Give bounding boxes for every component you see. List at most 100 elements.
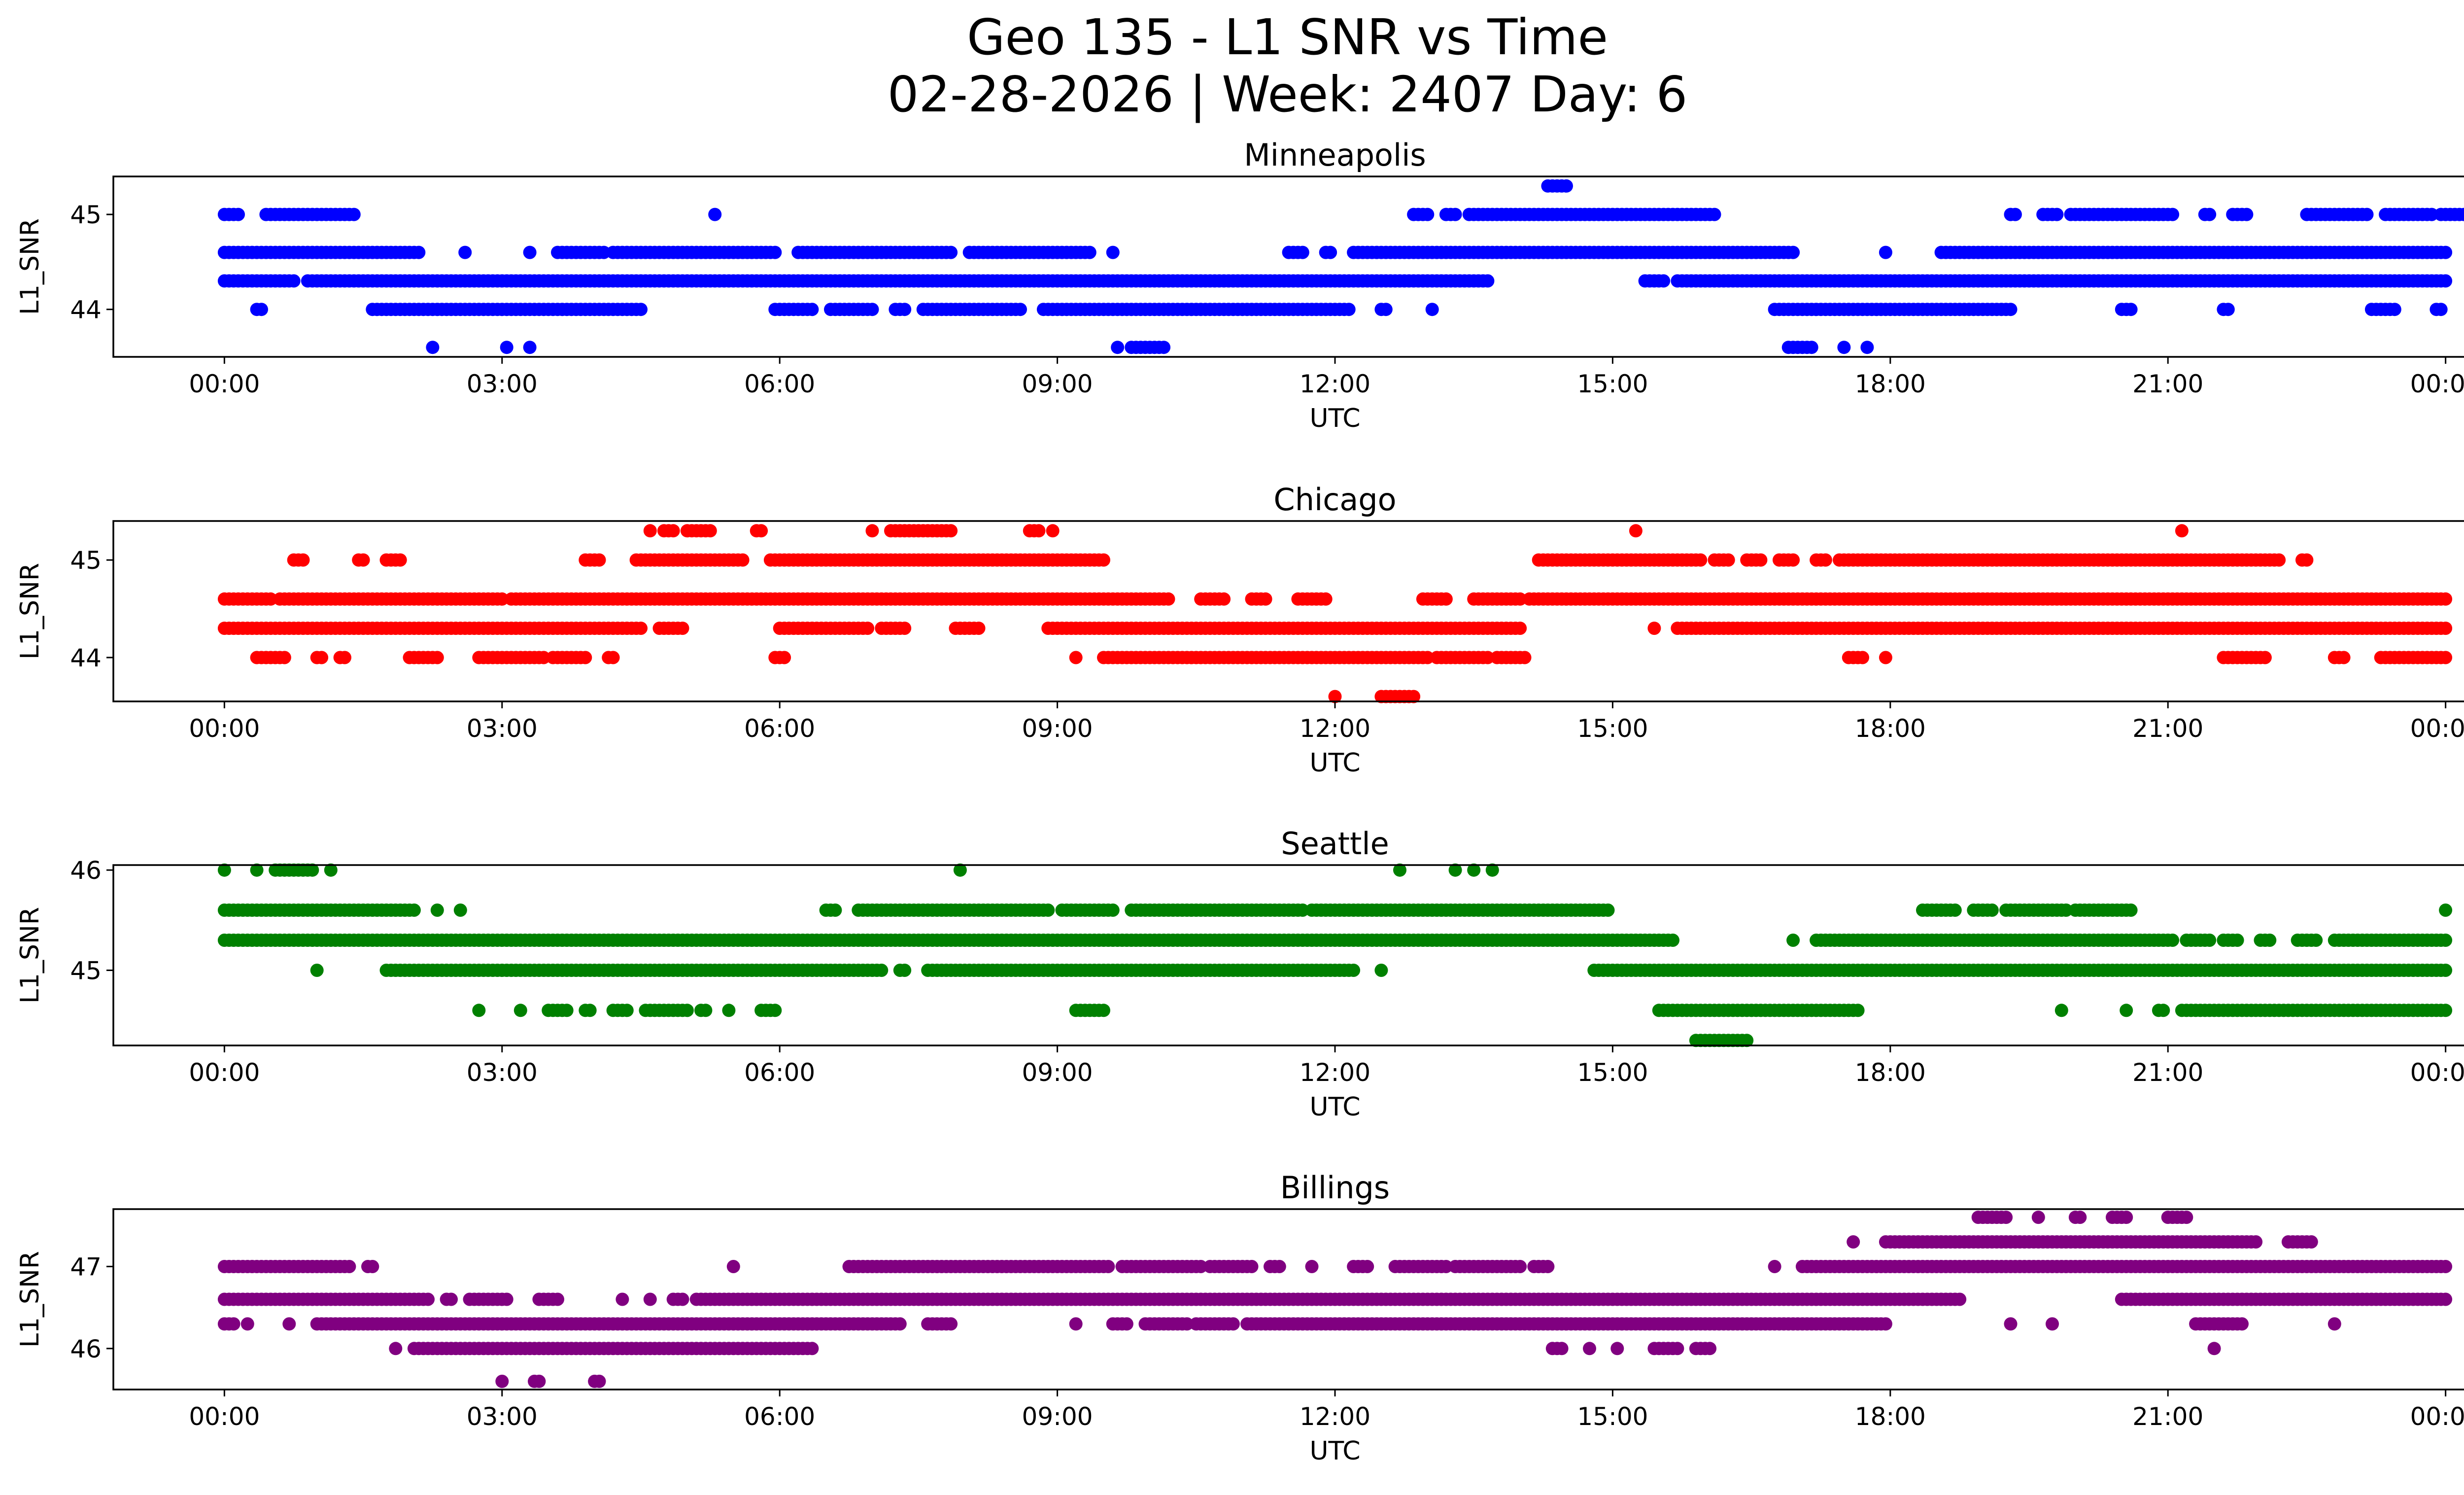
data-point <box>2240 208 2254 221</box>
data-point <box>2462 209 2464 219</box>
data-point <box>726 1260 740 1273</box>
data-point <box>495 592 509 606</box>
data-point <box>1518 651 1532 664</box>
data-point <box>1361 1260 1374 1273</box>
data-point <box>227 1317 240 1331</box>
data-point <box>1513 1260 1527 1273</box>
subplot-title: Seattle <box>1281 826 1389 862</box>
data-point <box>2073 1211 2087 1224</box>
data-point <box>1106 245 1120 259</box>
data-point <box>1786 245 1800 259</box>
data-point <box>736 553 750 567</box>
data-point <box>768 1004 782 1017</box>
data-point <box>1162 592 1175 606</box>
x-tick-label: 06:00 <box>744 714 815 743</box>
x-tick-label: 15:00 <box>1577 714 1648 743</box>
data-point <box>393 553 407 567</box>
data-point <box>2439 964 2453 977</box>
data-point <box>1296 904 1309 917</box>
data-point <box>1786 934 1800 947</box>
data-point <box>1041 904 1055 917</box>
data-point <box>1805 341 1818 354</box>
data-point <box>1046 524 1060 538</box>
data-point <box>232 208 245 221</box>
data-point <box>2439 622 2453 635</box>
data-point <box>523 341 537 354</box>
data-point <box>1860 341 1874 354</box>
y-tick-label: 44 <box>70 644 102 672</box>
data-point <box>1120 1317 1133 1331</box>
data-point <box>1347 964 1361 977</box>
data-point <box>666 524 680 538</box>
data-point <box>944 1317 958 1331</box>
data-point <box>2059 904 2073 917</box>
y-axis-label: L1_SNR <box>15 218 45 315</box>
data-point <box>1180 1317 1194 1331</box>
data-point <box>1421 208 1435 221</box>
y-tick-label: 46 <box>70 856 102 885</box>
data-point <box>861 622 875 635</box>
data-point <box>676 622 689 635</box>
data-point <box>2439 651 2453 664</box>
data-point <box>2439 592 2453 606</box>
data-point <box>1319 592 1333 606</box>
data-point <box>1194 1260 1208 1273</box>
data-point <box>445 1292 458 1306</box>
data-point <box>2249 1235 2263 1249</box>
data-point <box>2425 208 2438 221</box>
data-point <box>597 245 611 259</box>
x-tick-label: 03:00 <box>467 370 538 398</box>
data-point <box>1111 341 1125 354</box>
data-point <box>240 1317 254 1331</box>
data-point <box>1069 1317 1083 1331</box>
data-point <box>2439 1292 2453 1306</box>
data-point <box>1754 553 1768 567</box>
data-point <box>898 964 912 977</box>
data-point <box>893 1317 907 1331</box>
data-point <box>972 622 986 635</box>
data-point <box>2439 1004 2453 1017</box>
data-point <box>2203 208 2217 221</box>
data-point <box>865 303 879 316</box>
data-point <box>1485 863 1499 877</box>
data-point <box>1694 553 1708 567</box>
data-point <box>1768 1260 1781 1273</box>
data-point <box>2360 208 2374 221</box>
data-point <box>1014 303 1027 316</box>
data-point <box>1629 524 1643 538</box>
data-point <box>2337 651 2351 664</box>
data-point <box>500 1292 513 1306</box>
data-point <box>560 1004 574 1017</box>
data-point <box>310 964 324 977</box>
data-point <box>1106 904 1120 917</box>
data-point <box>898 622 912 635</box>
data-point <box>255 303 268 316</box>
data-point <box>643 1292 657 1306</box>
data-point <box>2124 904 2138 917</box>
x-tick-label: 00:00 <box>2410 714 2464 743</box>
data-point <box>1837 341 1851 354</box>
x-tick-label: 12:00 <box>1300 370 1370 398</box>
data-point <box>1393 863 1406 877</box>
data-point <box>634 303 648 316</box>
data-point <box>1226 1317 1240 1331</box>
data-point <box>1467 863 1481 877</box>
data-point <box>754 524 768 538</box>
x-tick-label: 18:00 <box>1855 370 1926 398</box>
data-point <box>2004 1317 2018 1331</box>
data-point <box>250 863 264 877</box>
data-point <box>643 524 657 538</box>
data-point <box>2054 1004 2068 1017</box>
data-point <box>324 863 338 877</box>
data-point <box>2156 1004 2170 1017</box>
data-point <box>2221 303 2235 316</box>
data-point <box>592 553 606 567</box>
data-point <box>1851 1004 1865 1017</box>
data-point <box>2388 303 2401 316</box>
data-point <box>2120 1004 2133 1017</box>
data-point <box>722 1004 736 1017</box>
data-point <box>1101 1260 1115 1273</box>
x-tick-label: 18:00 <box>1855 1058 1926 1087</box>
